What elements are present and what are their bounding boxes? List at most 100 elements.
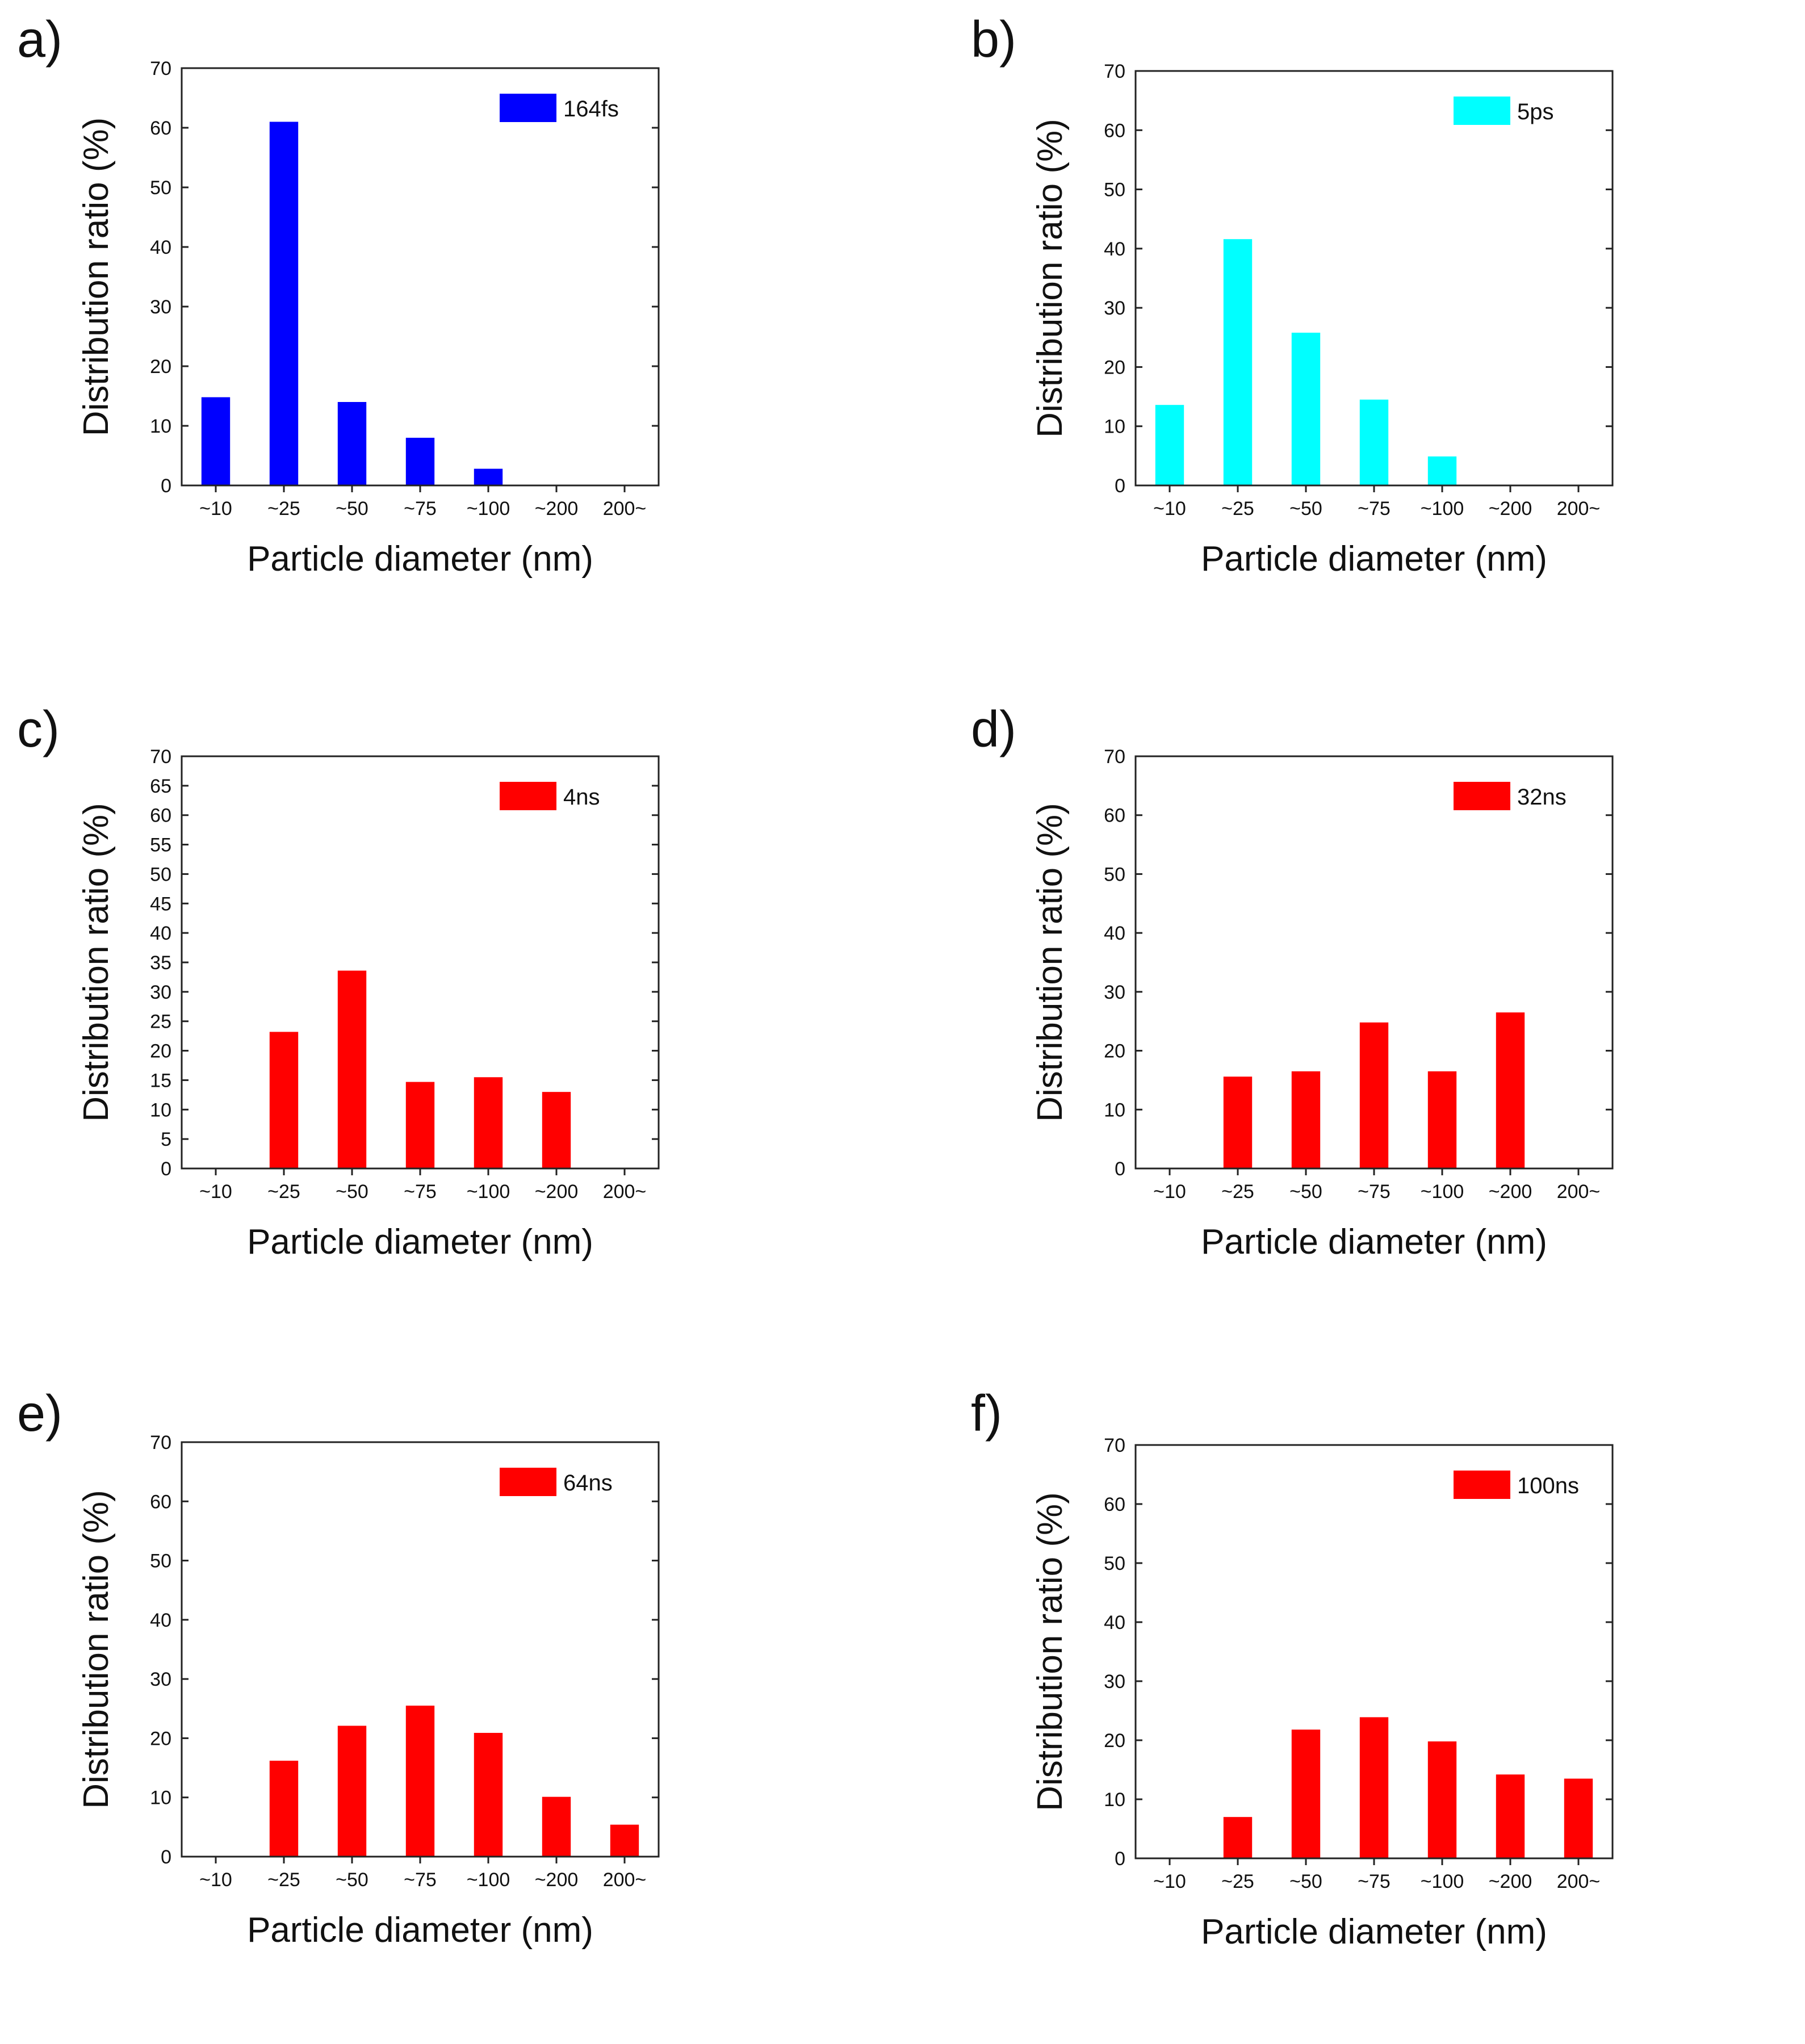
x-tick-label: ~50	[1289, 498, 1322, 520]
y-tick-label: 70	[1104, 61, 1125, 82]
x-tick-label: ~75	[1358, 498, 1391, 520]
bar-lt50	[1291, 1729, 1321, 1858]
y-tick-label: 10	[1104, 1789, 1125, 1811]
y-tick-label: 10	[150, 1787, 171, 1809]
bar-lt75	[405, 1706, 435, 1857]
x-tick-label: ~50	[336, 498, 368, 520]
y-tick-label: 70	[1104, 746, 1125, 768]
bar-lt100	[1427, 1071, 1457, 1168]
legend-swatch	[1454, 1471, 1510, 1499]
legend-label: 164fs	[563, 97, 619, 122]
bar-lt100	[474, 1077, 503, 1168]
legend-swatch	[500, 94, 556, 122]
y-tick-label: 70	[1104, 1435, 1125, 1456]
y-tick-label: 60	[1104, 1494, 1125, 1515]
bar-lt50	[1291, 1071, 1321, 1168]
y-tick-label: 30	[150, 1669, 171, 1690]
y-tick-label: 70	[150, 746, 171, 768]
x-tick-label: 200~	[603, 1181, 647, 1203]
x-tick-label: ~200	[535, 1869, 579, 1891]
x-tick-label: ~200	[1489, 1871, 1532, 1892]
y-tick-label: 50	[1104, 864, 1125, 885]
legend-label: 32ns	[1517, 785, 1567, 810]
bar-lt25	[1223, 1817, 1253, 1858]
y-tick-label: 60	[150, 118, 171, 139]
y-tick-label: 40	[1104, 1612, 1125, 1633]
bar-lt25	[269, 1761, 299, 1857]
y-tick-label: 60	[150, 1491, 171, 1513]
x-tick-label: ~25	[1221, 498, 1254, 520]
y-tick-label: 20	[1104, 1041, 1125, 1062]
x-tick-label: ~100	[1421, 1871, 1464, 1892]
legend-label: 100ns	[1517, 1473, 1579, 1498]
y-tick-label: 55	[150, 835, 171, 856]
x-axis-title: Particle diameter (nm)	[1201, 539, 1547, 579]
y-tick-label: 5	[161, 1129, 171, 1150]
y-tick-label: 60	[1104, 805, 1125, 827]
panel-label: e)	[17, 1385, 62, 1442]
y-tick-label: 10	[1104, 1099, 1125, 1121]
bar-lt10	[1155, 405, 1184, 485]
x-tick-label: ~200	[535, 498, 579, 520]
x-tick-label: ~100	[467, 498, 510, 520]
x-tick-label: ~200	[1489, 498, 1532, 520]
x-tick-label: ~200	[1489, 1181, 1532, 1203]
y-axis-title: Distribution ratio (%)	[77, 118, 116, 437]
chart-panel-f: f) 0 10 20 30 40 50 60 70 ~10 ~25 ~50 ~75 ~100 ~200 200…	[971, 1385, 1614, 1951]
bar-lt25	[269, 122, 299, 485]
bar-lt50	[337, 970, 367, 1168]
bar-lt100	[1427, 1741, 1457, 1858]
y-tick-label: 70	[150, 58, 171, 79]
panel-label: c)	[17, 701, 60, 758]
x-tick-label: ~10	[1153, 1181, 1186, 1203]
bar-lt50	[337, 402, 367, 485]
x-tick-label: ~50	[336, 1181, 368, 1203]
x-tick-label: ~100	[1421, 498, 1464, 520]
bar-lt10	[201, 397, 231, 485]
y-tick-label: 50	[150, 864, 171, 885]
chart-panel-a: a) 0 10 20 30 40 50 60 70 ~10 ~25 ~50 ~75 ~100 ~200 200…	[17, 11, 660, 579]
bar-lt25	[1223, 239, 1253, 485]
x-tick-label: ~25	[267, 1181, 300, 1203]
y-axis-title: Distribution ratio (%)	[77, 1490, 116, 1809]
y-tick-label: 0	[161, 1158, 171, 1180]
x-tick-label: ~50	[336, 1869, 368, 1891]
y-tick-label: 65	[150, 776, 171, 797]
y-tick-label: 0	[1115, 475, 1125, 497]
y-tick-label: 30	[1104, 982, 1125, 1003]
bar-lt75	[1359, 399, 1389, 485]
x-tick-label: ~75	[404, 1181, 437, 1203]
bar-lt75	[405, 438, 435, 485]
bar-lt75	[1359, 1717, 1389, 1858]
y-tick-label: 50	[150, 1551, 171, 1572]
x-tick-label: ~100	[467, 1181, 510, 1203]
x-tick-label: 200~	[1557, 1181, 1601, 1203]
y-axis-title: Distribution ratio (%)	[1031, 1492, 1070, 1811]
bar-lt200	[542, 1796, 571, 1857]
y-tick-label: 0	[161, 475, 171, 497]
x-axis-title: Particle diameter (nm)	[247, 1911, 593, 1950]
bar-lt75	[405, 1082, 435, 1168]
x-axis-title: Particle diameter (nm)	[247, 539, 593, 579]
y-tick-label: 30	[150, 296, 171, 318]
bar-lt100	[474, 1733, 503, 1857]
x-tick-label: ~75	[1358, 1871, 1391, 1892]
y-tick-label: 40	[150, 923, 171, 944]
legend-swatch	[500, 1468, 556, 1496]
x-tick-label: ~25	[1221, 1871, 1254, 1892]
y-tick-label: 35	[150, 952, 171, 974]
x-tick-label: ~100	[467, 1869, 510, 1891]
x-tick-label: ~25	[267, 1869, 300, 1891]
y-tick-label: 20	[150, 1728, 171, 1749]
y-tick-label: 0	[1115, 1848, 1125, 1870]
legend-label: 4ns	[563, 785, 600, 810]
x-tick-label: ~10	[1153, 1871, 1186, 1892]
x-tick-label: ~10	[199, 1869, 232, 1891]
x-axis-title: Particle diameter (nm)	[1201, 1912, 1547, 1951]
bar-200lt	[610, 1824, 639, 1857]
x-tick-label: 200~	[1557, 1871, 1601, 1892]
y-tick-label: 50	[1104, 1553, 1125, 1574]
x-tick-label: 200~	[603, 498, 647, 520]
y-tick-label: 20	[1104, 1730, 1125, 1752]
